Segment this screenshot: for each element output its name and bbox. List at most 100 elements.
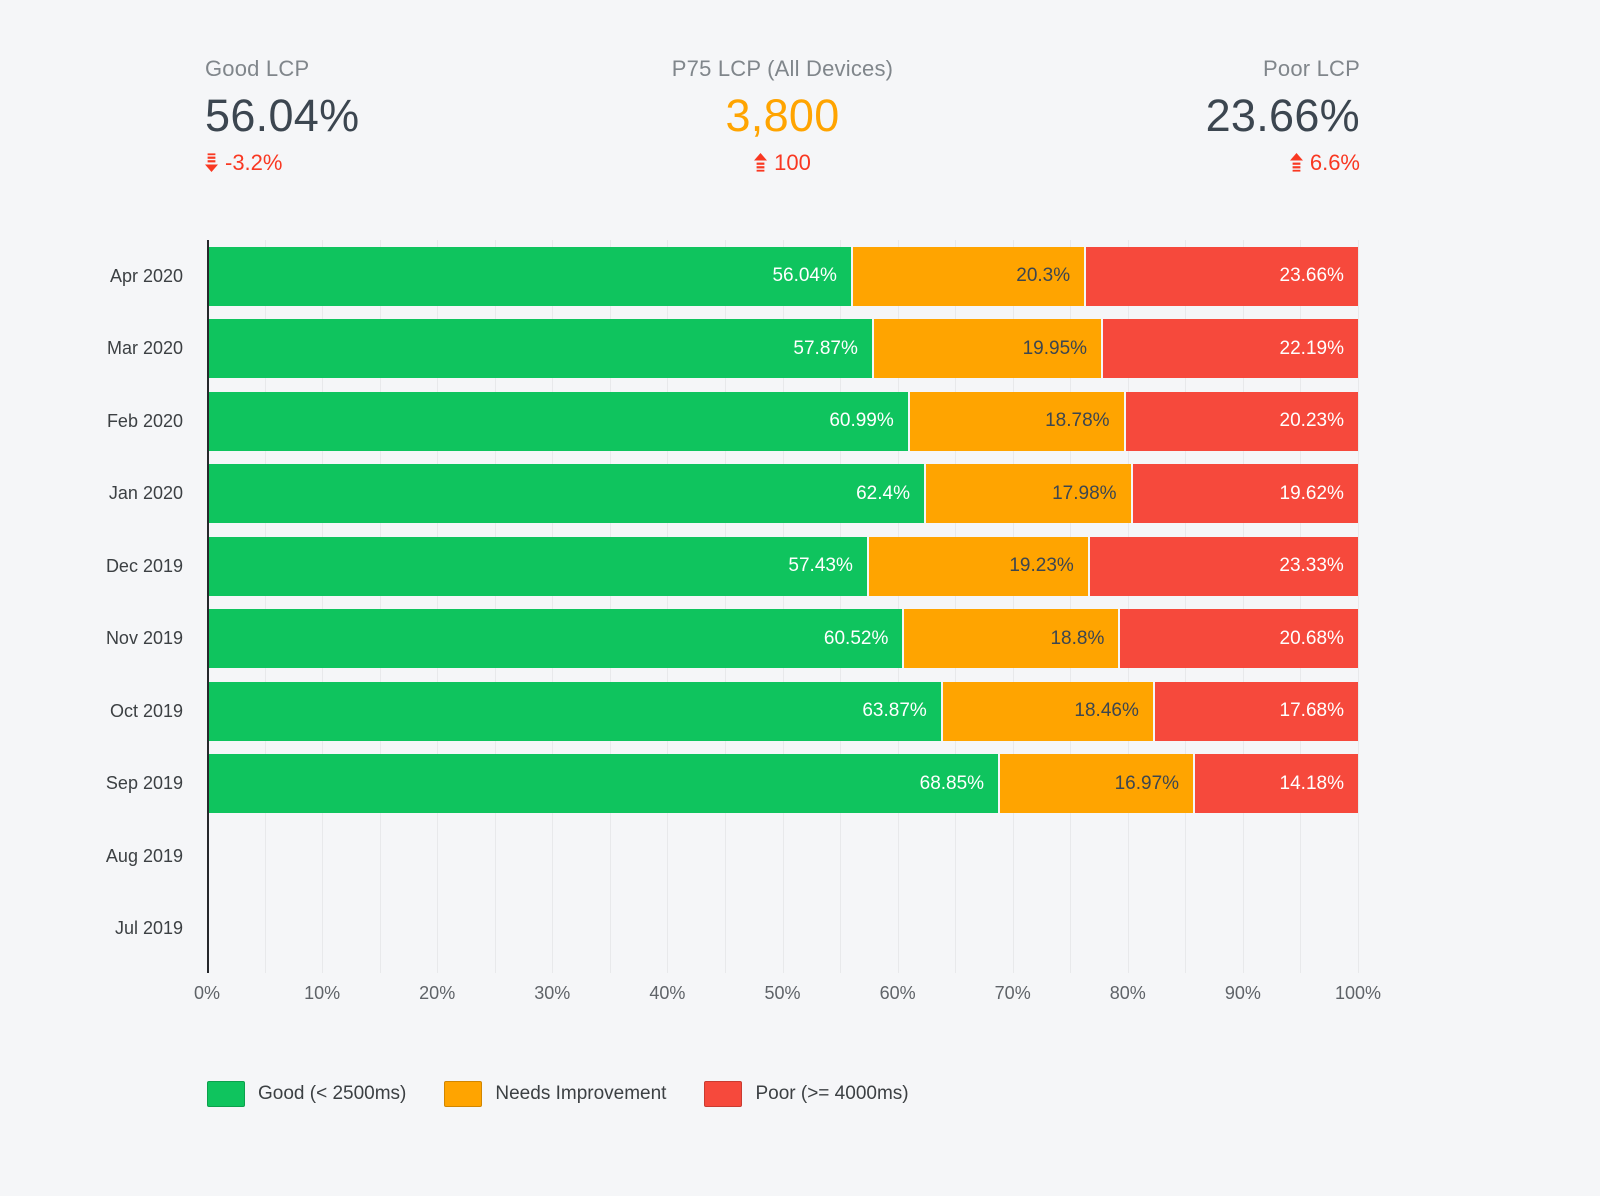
y-axis-label: Mar 2020	[106, 338, 183, 359]
bar-value-label: 60.52%	[823, 627, 889, 649]
bar-value-label: 18.78%	[1045, 410, 1110, 432]
bar-segment[interactable]: 19.23%	[868, 536, 1090, 596]
bar-segment[interactable]: 18.8%	[904, 609, 1121, 669]
gridline	[1127, 240, 1129, 973]
gridline	[322, 240, 324, 973]
legend-swatch-icon	[704, 1081, 743, 1107]
x-axis-tick: 90%	[1224, 983, 1261, 1003]
bar-segment[interactable]: 62.4%	[209, 464, 926, 524]
gridline	[1358, 240, 1359, 973]
bar-segment[interactable]: 57.87%	[209, 319, 874, 379]
x-axis-tick: 0%	[193, 983, 221, 1003]
bar-segment[interactable]: 23.66%	[1086, 246, 1358, 306]
legend-item[interactable]: Poor (>= 4000ms)	[704, 1081, 909, 1107]
bar-row: 57.43% 19.23% 23.33%	[209, 536, 1358, 596]
kpi-value: 3,800	[725, 90, 840, 141]
bar-segment[interactable]: 20.3%	[852, 246, 1087, 306]
bar-segment[interactable]: 17.68%	[1154, 681, 1358, 741]
bar-row: 57.87% 19.95% 22.19%	[209, 319, 1358, 379]
kpi-change-value: -3.2%	[225, 149, 283, 175]
y-axis-label: Nov 2019	[105, 628, 183, 649]
legend-label: Poor (>= 4000ms)	[755, 1083, 909, 1104]
gridline	[1185, 240, 1187, 973]
lcp-distribution-chart: Apr 2020 Mar 2020 Feb 2020 Jan 2020 Dec 2019…	[0, 240, 1600, 1140]
legend-swatch-icon	[207, 1081, 245, 1107]
gridline	[897, 240, 899, 973]
x-axis-tick: 80%	[1109, 983, 1146, 1003]
bar-segment[interactable]: 19.95%	[873, 319, 1104, 379]
bar-segment[interactable]: 63.87%	[209, 681, 943, 741]
x-axis-tick: 20%	[419, 983, 456, 1003]
bar-value-label: 60.99%	[829, 410, 894, 432]
y-axis-label: Aug 2019	[105, 845, 183, 866]
kpi-label: P75 LCP (All Devices)	[671, 56, 894, 81]
bar-value-label: 19.62%	[1279, 482, 1344, 504]
y-axis-label: Jul 2019	[114, 918, 183, 939]
bar-row: 60.99% 18.78% 20.23%	[209, 391, 1358, 451]
kpi-change-value: 6.6%	[1309, 149, 1360, 175]
bar-segment[interactable]: 60.99%	[209, 391, 910, 451]
legend-item[interactable]: Good (< 2500ms)	[207, 1081, 406, 1107]
y-axis-labels: Apr 2020 Mar 2020 Feb 2020 Jan 2020 Dec 2019…	[0, 240, 183, 965]
kpi-label: Good LCP	[205, 56, 310, 81]
kpi-label: Poor LCP	[1263, 56, 1360, 81]
gridline	[1242, 240, 1244, 973]
x-axis-tick: 40%	[649, 983, 686, 1003]
gridline	[1070, 240, 1072, 973]
gridline	[724, 240, 726, 973]
bar-value-label: 17.98%	[1052, 482, 1117, 504]
bar-value-label: 22.19%	[1279, 337, 1344, 359]
gridline	[437, 240, 439, 973]
kpi-good-lcp: Good LCP 56.04% -3.2%	[205, 56, 359, 176]
plot-area: 56.04% 20.3% 23.66% 57.87% 19.95% 22.19% 60.99…	[207, 240, 1359, 973]
bar-segment[interactable]: 68.85%	[209, 754, 1001, 814]
y-axis-label: Sep 2019	[105, 773, 183, 794]
kpi-change: -3.2%	[205, 150, 359, 176]
x-axis-tick: 100%	[1334, 983, 1382, 1003]
bar-value-label: 23.33%	[1279, 555, 1344, 577]
bar-segment[interactable]: 14.18%	[1195, 754, 1358, 814]
x-axis-tick: 50%	[764, 983, 801, 1003]
bar-value-label: 18.8%	[1050, 627, 1105, 649]
kpi-poor-lcp: Poor LCP 23.66% 6.6%	[1206, 56, 1360, 176]
bar-segment[interactable]: 18.78%	[909, 391, 1126, 451]
gridline	[552, 240, 554, 973]
y-axis-label: Feb 2020	[106, 410, 183, 431]
bar-segment[interactable]: 22.19%	[1103, 319, 1358, 379]
y-axis-line	[207, 240, 209, 973]
gridline	[379, 240, 381, 973]
bar-segment[interactable]: 23.33%	[1089, 536, 1358, 596]
kpi-value: 23.66%	[1205, 90, 1360, 141]
kpi-change: 100	[754, 150, 811, 176]
kpi-change-value: 100	[774, 149, 811, 175]
gridline	[1300, 240, 1302, 973]
gridline	[955, 240, 957, 973]
bar-segment[interactable]: 56.04%	[209, 246, 853, 306]
bar-value-label: 57.87%	[793, 337, 858, 359]
bar-value-label: 19.23%	[1009, 555, 1074, 577]
bar-segment[interactable]: 57.43%	[209, 536, 869, 596]
gridline	[1012, 240, 1014, 973]
gridline	[840, 240, 842, 973]
bar-row: 56.04% 20.3% 23.66%	[209, 246, 1358, 306]
bar-segment[interactable]: 17.98%	[925, 464, 1133, 524]
gridline	[494, 240, 496, 973]
bar-segment[interactable]: 18.46%	[942, 681, 1155, 741]
bar-segment[interactable]: 20.68%	[1120, 609, 1358, 669]
gridline	[782, 240, 784, 973]
bar-segment[interactable]: 19.62%	[1132, 464, 1358, 524]
x-axis-tick: 70%	[994, 983, 1031, 1003]
legend-label: Needs Improvement	[495, 1083, 667, 1104]
bar-value-label: 14.18%	[1279, 772, 1344, 794]
bar-segment[interactable]: 16.97%	[1000, 754, 1196, 814]
kpi-value: 56.04%	[205, 90, 360, 141]
legend-item[interactable]: Needs Improvement	[444, 1081, 666, 1107]
bar-segment[interactable]: 20.23%	[1125, 391, 1358, 451]
bar-value-label: 17.68%	[1279, 700, 1344, 722]
bar-segment[interactable]: 60.52%	[209, 609, 905, 669]
legend: Good (< 2500ms) Needs Improvement Poor (>=…	[207, 1081, 909, 1107]
bar-row: 63.87% 18.46% 17.68%	[209, 681, 1358, 741]
gridline	[667, 240, 669, 973]
bar-value-label: 68.85%	[919, 772, 985, 794]
